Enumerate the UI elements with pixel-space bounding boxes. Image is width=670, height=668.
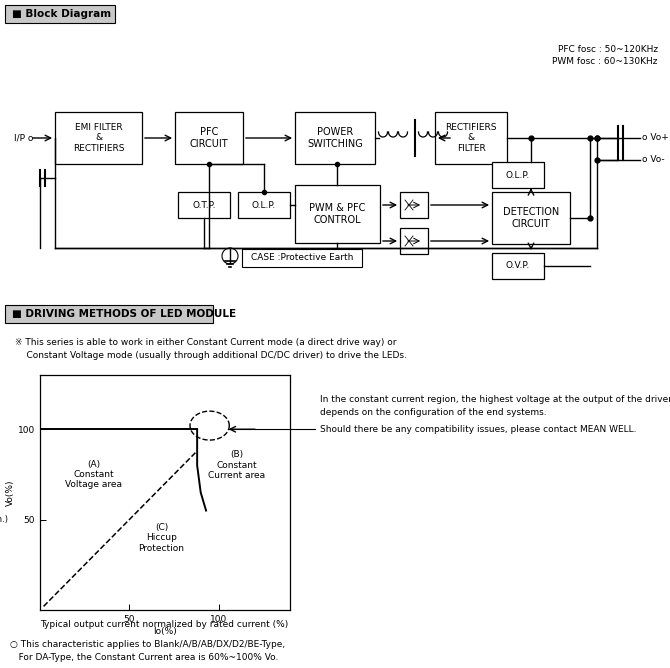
Bar (295, 112, 375, 164)
Text: (min.): (min.) (0, 515, 8, 524)
Text: PFC fosc : 50~120KHz
PWM fosc : 60~130KHz: PFC fosc : 50~120KHz PWM fosc : 60~130KH… (553, 45, 658, 67)
Y-axis label: Vo(%): Vo(%) (6, 479, 15, 506)
Text: DETECTION
CIRCUIT: DETECTION CIRCUIT (503, 207, 559, 229)
Text: O.T.P.: O.T.P. (192, 200, 216, 210)
Text: CASE :Protective Earth: CASE :Protective Earth (251, 253, 353, 263)
Bar (175, 112, 243, 164)
Bar (5, 305, 213, 323)
Text: ■ DRIVING METHODS OF LED MODULE: ■ DRIVING METHODS OF LED MODULE (12, 309, 236, 319)
Text: o Vo-: o Vo- (642, 156, 665, 164)
X-axis label: Io(%): Io(%) (153, 627, 177, 636)
Bar (492, 162, 544, 188)
Bar (295, 185, 380, 243)
Text: o Vo+: o Vo+ (642, 134, 669, 142)
Text: (B)
Constant
Current area: (B) Constant Current area (208, 450, 265, 480)
Bar (5, 5, 115, 23)
Bar (400, 228, 428, 254)
Text: ■ Block Diagram: ■ Block Diagram (12, 9, 111, 19)
Text: PFC
CIRCUIT: PFC CIRCUIT (190, 127, 228, 149)
Text: ※ This series is able to work in either Constant Current mode (a direct drive wa: ※ This series is able to work in either … (15, 338, 407, 360)
Text: depends on the configuration of the end systems.: depends on the configuration of the end … (320, 408, 547, 417)
Text: Should there be any compatibility issues, please contact MEAN WELL.: Should there be any compatibility issues… (320, 425, 636, 434)
Text: POWER
SWITCHING: POWER SWITCHING (307, 127, 363, 149)
Bar (55, 112, 142, 164)
Text: O.L.P.: O.L.P. (506, 170, 530, 180)
Text: O.V.P.: O.V.P. (506, 261, 530, 271)
Bar (435, 112, 507, 164)
Text: RECTIFIERS
&
FILTER: RECTIFIERS & FILTER (446, 123, 496, 153)
Text: EMI FILTER
&
RECTIFIERS: EMI FILTER & RECTIFIERS (73, 123, 124, 153)
Bar (238, 192, 290, 218)
Bar (242, 249, 362, 267)
Text: (A)
Constant
Voltage area: (A) Constant Voltage area (65, 460, 122, 490)
Bar (178, 192, 230, 218)
Text: PWM & PFC
CONTROL: PWM & PFC CONTROL (310, 203, 366, 225)
Text: I/P o: I/P o (14, 134, 34, 142)
Bar (492, 253, 544, 279)
Bar (492, 192, 570, 244)
Text: In the constant current region, the highest voltage at the output of the driver: In the constant current region, the high… (320, 395, 670, 404)
Text: O.L.P.: O.L.P. (252, 200, 276, 210)
Bar (400, 192, 428, 218)
Text: (C)
Hiccup
Protection: (C) Hiccup Protection (139, 523, 184, 552)
Text: Typical output current normalized by rated current (%): Typical output current normalized by rat… (40, 620, 288, 629)
Text: ○ This characteristic applies to Blank/A/B/AB/DX/D2/BE-Type,
   For DA-Type, the: ○ This characteristic applies to Blank/A… (10, 640, 285, 662)
